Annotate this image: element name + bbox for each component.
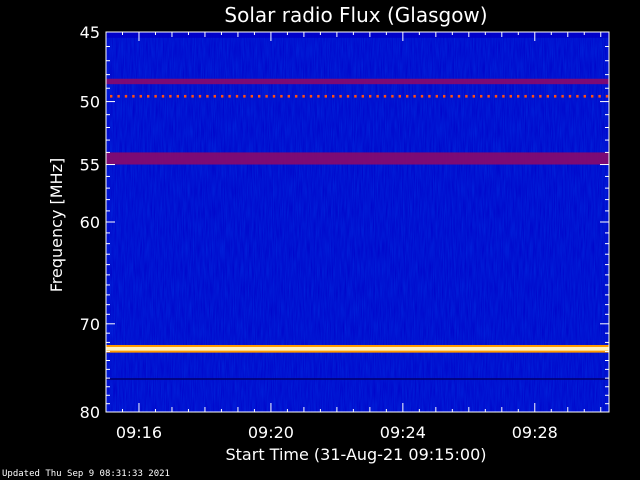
heatmap-band-4 — [106, 152, 609, 165]
heatmap-dot — [235, 94, 239, 98]
y-tick-label: 45 — [80, 23, 100, 42]
heatmap-band-6 — [106, 378, 609, 380]
heatmap-dot — [272, 94, 276, 98]
heatmap-dot — [398, 94, 401, 98]
heatmap-dot — [117, 94, 120, 98]
heatmap-dot — [302, 94, 305, 98]
heatmap-dot — [169, 94, 172, 98]
heatmap-noise — [106, 32, 609, 412]
heatmap-dot — [295, 94, 298, 98]
heatmap-dot — [420, 94, 424, 98]
heatmap-dot — [184, 94, 187, 98]
x-tick-label: 09:20 — [248, 423, 294, 442]
x-tick-label: 09:28 — [512, 423, 558, 442]
heatmap-dot — [228, 94, 231, 98]
heatmap-dot — [509, 94, 512, 98]
heatmap-band-1 — [106, 32, 609, 38]
heatmap-dot — [568, 94, 572, 98]
heatmap-band-2 — [106, 78, 609, 85]
heatmap-dot — [154, 94, 157, 98]
heatmap-dot — [376, 94, 379, 98]
heatmap-dot — [554, 94, 557, 98]
y-tick-label: 55 — [80, 156, 100, 175]
plot-area — [106, 32, 609, 412]
heatmap-dot — [198, 94, 202, 98]
chart-title: Solar radio Flux (Glasgow) — [224, 3, 487, 27]
heatmap-dot — [280, 94, 283, 98]
heatmap-band-3 — [110, 94, 609, 98]
heatmap-dot — [472, 94, 475, 98]
x-axis-label: Start Time (31-Aug-21 09:15:00) — [226, 445, 487, 464]
heatmap-dot — [213, 94, 216, 98]
heatmap-dot — [132, 94, 135, 98]
heatmap-dot — [250, 94, 253, 98]
heatmap-dot — [287, 94, 290, 98]
heatmap-dot — [317, 94, 320, 98]
heatmap-dot — [487, 94, 490, 98]
heatmap-dot — [443, 94, 446, 98]
heatmap-dot — [531, 94, 535, 98]
heatmap-dot — [457, 94, 461, 98]
heatmap-dot — [265, 94, 268, 98]
heatmap-dot — [383, 94, 387, 98]
y-tick-label: 50 — [80, 93, 100, 112]
heatmap-dot — [369, 94, 372, 98]
y-axis-label: Frequency [MHz] — [47, 158, 66, 292]
heatmap-dot — [605, 94, 609, 98]
heatmap-dot — [161, 94, 165, 98]
heatmap-dot — [258, 94, 261, 98]
heatmap-dot — [339, 94, 342, 98]
heatmap-dot — [406, 94, 409, 98]
heatmap-dot — [206, 94, 209, 98]
heatmap-dot — [361, 94, 364, 98]
heatmap-dot — [450, 94, 453, 98]
heatmap-dot — [524, 94, 527, 98]
y-axis: 45 50 55 60 70 80 — [80, 23, 609, 422]
y-tick-label: 70 — [80, 315, 100, 334]
heatmap-dot — [546, 94, 549, 98]
heatmap-dot — [561, 94, 564, 98]
heatmap-dot — [413, 94, 416, 98]
x-tick-label: 09:16 — [116, 423, 162, 442]
heatmap-dot — [465, 94, 468, 98]
heatmap-dot — [391, 94, 394, 98]
heatmap-dot — [598, 94, 601, 98]
heatmap-dot — [502, 94, 505, 98]
heatmap-dot — [480, 94, 483, 98]
heatmap-dot — [346, 94, 350, 98]
heatmap-dot — [591, 94, 594, 98]
heatmap-dot — [176, 94, 179, 98]
heatmap-dot — [324, 94, 327, 98]
y-tick-label: 80 — [80, 403, 100, 422]
heatmap-dot — [539, 94, 542, 98]
heatmap-dot — [221, 94, 224, 98]
heatmap-dot — [494, 94, 498, 98]
update-timestamp: Updated Thu Sep 9 08:31:33 2021 — [2, 469, 170, 479]
heatmap-dot — [354, 94, 357, 98]
heatmap-dot — [243, 94, 246, 98]
heatmap-dot — [147, 94, 150, 98]
x-tick-label: 09:24 — [380, 423, 426, 442]
y-tick-label: 60 — [80, 213, 100, 232]
x-axis: 09:16 09:20 09:24 09:28 — [105, 32, 602, 442]
heatmap-dot — [309, 94, 313, 98]
heatmap-dot — [428, 94, 431, 98]
heatmap-dot — [332, 94, 335, 98]
heatmap-dot — [139, 94, 142, 98]
heatmap-dot — [124, 94, 128, 98]
heatmap-dot — [583, 94, 586, 98]
heatmap-dot — [517, 94, 520, 98]
heatmap-band-5 — [106, 346, 609, 351]
heatmap-dot — [191, 94, 194, 98]
heatmap-dot — [435, 94, 438, 98]
heatmap-dot — [576, 94, 579, 98]
heatmap-dot — [110, 94, 113, 98]
